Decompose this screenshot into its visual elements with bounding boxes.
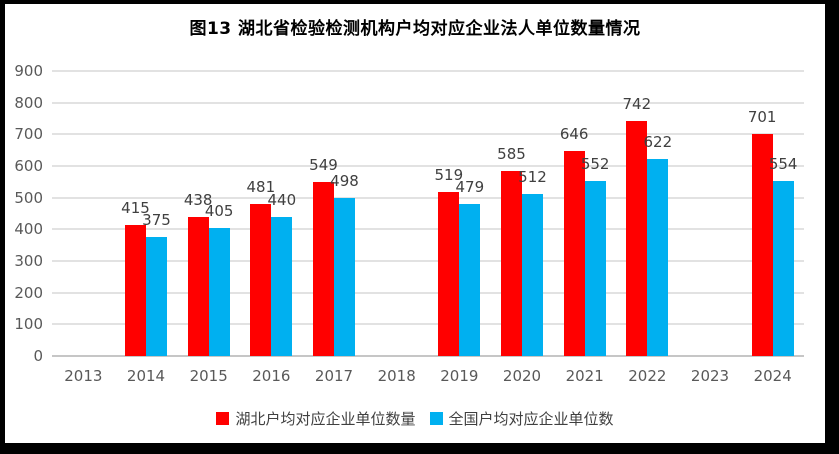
data-label: 481 xyxy=(246,177,276,196)
gridline xyxy=(52,70,804,72)
legend-label-hubei: 湖北户均对应企业单位数量 xyxy=(235,410,416,428)
gridline xyxy=(52,260,804,262)
bar-national-2024 xyxy=(772,180,794,356)
bar-hubei-2022 xyxy=(626,121,648,356)
x-axis-tick-label: 2019 xyxy=(440,367,479,385)
data-label: 646 xyxy=(559,125,589,144)
y-axis-tick-label: 600 xyxy=(14,157,43,175)
x-axis-tick-label: 2018 xyxy=(377,367,416,385)
x-axis-tick-label: 2016 xyxy=(252,367,291,385)
x-axis-tick-label: 2024 xyxy=(753,367,792,385)
gridline xyxy=(52,228,804,231)
data-label: 498 xyxy=(330,172,359,191)
bar-national-2022 xyxy=(647,159,669,356)
gridline xyxy=(52,165,804,167)
gridline xyxy=(52,133,804,136)
x-axis-tick-label: 2022 xyxy=(628,367,667,385)
x-axis-tick-label: 2020 xyxy=(502,367,542,385)
bar-hubei-2017 xyxy=(313,182,334,356)
bar-national-2016 xyxy=(271,216,293,356)
bar-hubei-2021 xyxy=(563,151,585,356)
x-axis-tick-label: 2014 xyxy=(126,367,166,385)
y-axis-tick-label: 200 xyxy=(14,283,43,302)
x-axis-tick-label: 2021 xyxy=(565,367,604,385)
data-label: 438 xyxy=(183,191,213,210)
y-axis-tick-label: 700 xyxy=(14,125,43,144)
x-axis-tick-label: 2013 xyxy=(64,367,103,385)
data-label: 415 xyxy=(121,198,150,217)
data-label: 585 xyxy=(497,144,526,163)
x-axis-tick-label: 2017 xyxy=(314,367,354,385)
bar-hubei-2019 xyxy=(438,191,460,356)
bar-hubei-2016 xyxy=(250,203,272,356)
legend-swatch-hubei-icon xyxy=(216,412,230,425)
y-axis-tick-label: 300 xyxy=(14,252,43,270)
bar-national-2021 xyxy=(584,181,606,356)
legend-item-hubei: 湖北户均对应企业单位数量 xyxy=(216,408,416,429)
legend-item-national: 全国户均对应企业单位数 xyxy=(429,408,614,429)
data-label: 622 xyxy=(643,133,673,152)
bar-national-2015 xyxy=(208,227,230,356)
bar-national-2020 xyxy=(522,193,543,356)
chart-title: 图13 湖北省检验检测机构户均对应企业法人单位数量情况 xyxy=(189,19,641,39)
data-label: 512 xyxy=(518,167,547,186)
data-label: 375 xyxy=(142,211,171,230)
y-axis-tick-label: 100 xyxy=(14,315,43,334)
y-axis-tick-label: 500 xyxy=(14,188,43,207)
data-label: 742 xyxy=(622,95,652,114)
y-axis-tick-label: 400 xyxy=(14,220,43,239)
bar-hubei-2014 xyxy=(125,224,146,356)
bar-national-2014 xyxy=(146,237,167,356)
bar-hubei-2024 xyxy=(751,134,773,356)
legend-swatch-national-icon xyxy=(429,412,443,425)
x-axis-tick-label: 2023 xyxy=(690,367,730,385)
legend-label-national: 全国户均对应企业单位数 xyxy=(448,410,614,428)
data-label: 479 xyxy=(455,178,485,197)
data-label: 701 xyxy=(747,108,777,127)
gridline xyxy=(52,291,804,294)
chart-legend: 湖北户均对应企业单位数量 全国户均对应企业单位数 xyxy=(5,408,825,429)
y-axis-tick-label: 900 xyxy=(14,62,43,80)
x-axis-line xyxy=(52,355,804,357)
y-axis-tick-label: 0 xyxy=(33,347,43,365)
data-label: 554 xyxy=(768,154,798,173)
gridline xyxy=(52,323,804,326)
data-label: 440 xyxy=(267,190,297,209)
bar-hubei-2015 xyxy=(187,217,209,356)
gridline xyxy=(52,101,804,104)
x-axis-tick-label: 2015 xyxy=(189,367,228,385)
bar-national-2019 xyxy=(459,204,481,356)
data-label: 552 xyxy=(580,155,610,174)
data-label: 519 xyxy=(434,165,464,184)
data-label: 549 xyxy=(309,156,338,175)
chart-frame: 图13 湖北省检验检测机构户均对应企业法人单位数量情况 0 100 200 300 40… xyxy=(5,4,825,443)
data-label: 405 xyxy=(204,201,234,220)
bar-national-2017 xyxy=(334,198,355,356)
y-axis-tick-label: 800 xyxy=(14,93,43,112)
gridline xyxy=(52,196,804,199)
bar-hubei-2020 xyxy=(501,170,522,356)
